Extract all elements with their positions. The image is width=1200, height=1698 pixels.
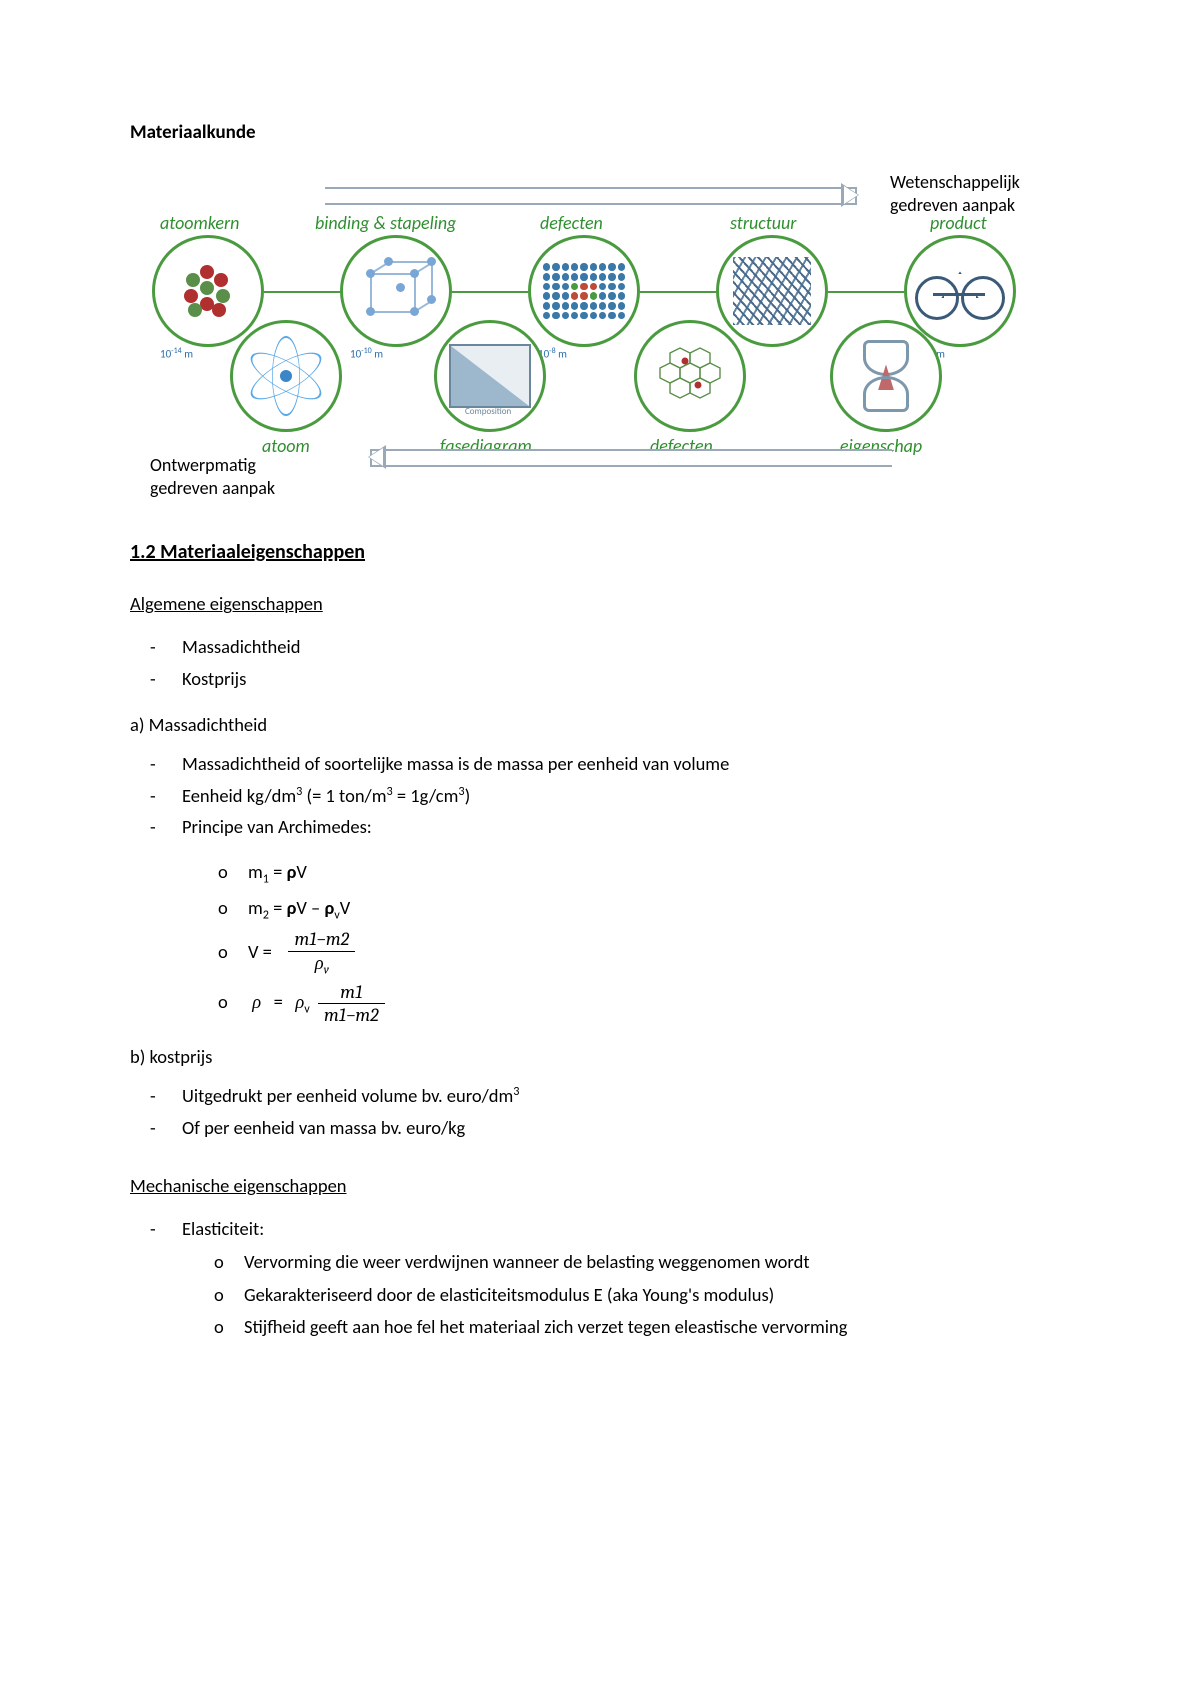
cube-icon <box>360 255 432 327</box>
conn-t2 <box>452 291 528 293</box>
conn-t4 <box>828 291 904 293</box>
general-heading: Algemene eigenschappen <box>130 590 1070 619</box>
elasticity-sublist: Vervorming die weer verdwijnen wanneer d… <box>182 1248 1070 1342</box>
bottom-left-label: Ontwerpmatiggedreven aanpak <box>150 454 275 499</box>
phase-diagram-icon: TemperatureComposition <box>449 344 531 408</box>
microstructure-icon <box>733 257 811 325</box>
ring-atoomkern <box>152 235 264 347</box>
ring-binding <box>340 235 452 347</box>
ring-fasediagram: TemperatureComposition <box>434 320 546 432</box>
ring-product <box>904 235 1016 347</box>
hourglass-icon <box>863 340 909 412</box>
mass-heading: a) Massadichtheid <box>130 711 1070 740</box>
cost-heading: b) kostprijs <box>130 1043 1070 1072</box>
top-right-label: Wetenschappelijkgedreven aanpak <box>890 171 1020 216</box>
ring-defecten-bot <box>634 320 746 432</box>
mass-list: Massadichtheid of soortelijke massa is d… <box>130 750 1070 842</box>
mech-heading: Mechanische eigenschappen <box>130 1172 1070 1201</box>
section-heading: 1.2 Materiaaleigenschappen <box>130 537 1070 568</box>
scale-0: 10-14 m <box>160 345 193 363</box>
ring-eigenschap <box>830 320 942 432</box>
bike-icon <box>915 266 1005 316</box>
list-item: Principe van Archimedes: <box>182 813 1070 842</box>
archimedes-eqs: m1 = ρV m2 = ρV – ρvV V = m1−m2ρv ρ = ρv… <box>130 858 1070 1025</box>
list-item: Stijfheid geeft aan hoe fel het materiaa… <box>244 1313 1070 1342</box>
scale-1: 10-10 m <box>350 345 383 363</box>
lbl-atoomkern: atoomkern <box>160 210 239 238</box>
hex-defects-icon <box>650 341 730 411</box>
list-item: Kostprijs <box>182 665 1070 694</box>
list-item: Of per eenheid van massa bv. euro/kg <box>182 1114 1070 1143</box>
list-item: Massadichtheid of soortelijke massa is d… <box>182 750 1070 779</box>
general-list: Massadichtheid Kostprijs <box>130 633 1070 693</box>
scales-diagram: atoomkern 10-14 m binding & stapeling <box>140 177 1045 497</box>
atom-icon <box>246 336 326 416</box>
list-item: Gekarakteriseerd door de elasticiteitsmo… <box>244 1281 1070 1310</box>
eq-4: ρ = ρv m1m1−m2 <box>248 982 1070 1026</box>
conn-t1 <box>264 291 340 293</box>
atoomkern-icon <box>176 259 240 323</box>
top-arrow <box>325 187 857 205</box>
page: Materiaalkunde atoomkern 10-14 m <box>0 0 1200 1438</box>
defects-icon <box>543 263 625 319</box>
ring-structuur <box>716 235 828 347</box>
conn-t3 <box>640 291 716 293</box>
eq-2: m2 = ρV – ρvV <box>248 894 1070 926</box>
eq-1: m1 = ρV <box>248 858 1070 890</box>
list-item: Elasticiteit: Vervorming die weer verdwi… <box>182 1215 1070 1342</box>
list-item: Eenheid kg/dm3 (= 1 ton/m3 = 1g/cm3) <box>182 782 1070 811</box>
cost-list: Uitgedrukt per eenheid volume bv. euro/d… <box>130 1082 1070 1142</box>
lbl-structuur: structuur <box>730 210 796 238</box>
ring-atoom <box>230 320 342 432</box>
doc-title: Materiaalkunde <box>130 118 1070 147</box>
list-item: Uitgedrukt per eenheid volume bv. euro/d… <box>182 1082 1070 1111</box>
elasticity-lead: Elasticiteit: <box>182 1217 264 1240</box>
eq-3: V = m1−m2ρv <box>248 929 1070 977</box>
ring-defecten-top <box>528 235 640 347</box>
lbl-binding: binding & stapeling <box>315 210 456 238</box>
list-item: Vervorming die weer verdwijnen wanneer d… <box>244 1248 1070 1277</box>
mech-list: Elasticiteit: Vervorming die weer verdwi… <box>130 1215 1070 1342</box>
list-item: Massadichtheid <box>182 633 1070 662</box>
lbl-defecten-top: defecten <box>540 210 603 238</box>
bottom-arrow <box>370 449 892 467</box>
